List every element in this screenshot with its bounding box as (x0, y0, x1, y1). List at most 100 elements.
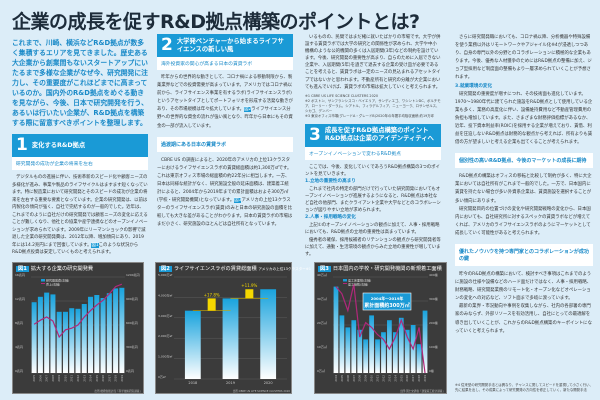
section-subheading: 過渡期にある日本の賃貸ラボ (157, 136, 293, 152)
body-text: さらに研究開発職においても、コロナ禍以降、分析機器や特殊設備を使う業務以外はリモ… (455, 35, 592, 81)
bar (50, 294, 56, 373)
x-tick-label: 2016 (405, 375, 409, 382)
column-3: いるものの、民間ではまだ緒に就いたばかりの市場です。大学が併設する賃貸ラボでは大… (305, 34, 441, 258)
bar (81, 304, 87, 373)
section-number: 1 (16, 135, 28, 155)
bar (100, 298, 106, 373)
section-subheading: オープンイノベーションで変わるR&D拠点 (305, 146, 441, 160)
x-tick-label: 2011 (376, 375, 380, 382)
x-tick-label: 2012 (381, 375, 385, 382)
y-right-tick-label: 0棟 (429, 368, 434, 373)
growth-label: +11.9% (241, 283, 257, 288)
bar (106, 293, 112, 373)
section-subheading: 個別性の高いR&D拠点、今後のマーケットの成長に期待 (455, 153, 593, 169)
section-subheading: 研究開発の成功が企業の将来を左右 (12, 157, 148, 170)
y-tick-label: 40万㎡ (317, 272, 327, 277)
y-right-tick-label: 300兆円 (126, 344, 138, 349)
chart-construction-area: 図3 日本国内の学校・研究開発機関の新規着工面積 0万㎡ 10万㎡ 20万㎡ 30万㎡ 4… (314, 262, 447, 394)
y-right-tick-label: 600兆円 (126, 320, 138, 325)
bar (381, 332, 386, 373)
annotation-box (362, 292, 412, 311)
x-tick-label: 2015 (399, 375, 403, 382)
x-tick-label: 2018 (114, 375, 118, 382)
bar (416, 344, 422, 373)
chart-title: 図2 ライフサイエンスラボの賃貸総面積 アメリカの上位13クラスター※1 (159, 266, 312, 272)
x-tick-label: 2020 (264, 381, 273, 385)
legend-label: 着工床面積(左軸) (348, 278, 371, 283)
x-tick-label: 2005 (340, 375, 344, 382)
column-2: 2 大学発ベンチャーから始まるライフサイエンスの新しい風 海外投資家の関心が高まる… (157, 34, 293, 230)
bar (88, 296, 94, 373)
body-text: 昨年からの世界的な動きとして、コロナ禍による移動制限から、製薬業界などでの投資需… (157, 75, 293, 129)
y-right-tick-label: 1200兆円 (126, 272, 140, 277)
bar (75, 308, 81, 373)
column-4: さらに研究開発職においても、コロナ禍以降、分析機器や特殊設備を使う業務以外はリモ… (455, 34, 593, 336)
point-heading: 2.人事・採用戦略の変化 (305, 215, 356, 221)
bar (119, 287, 125, 373)
growth-marker (207, 298, 216, 311)
x-tick-label: 2012 (76, 375, 80, 382)
section-title: 変化するR&D拠点 (31, 141, 86, 149)
column-1: これまで、川崎、横浜などR&D拠点が数多く集積するエリアを見てきました。歴史ある… (12, 38, 148, 257)
bar (222, 298, 239, 379)
bar (392, 332, 398, 373)
y-tick-label: 4,000万sf (158, 293, 173, 297)
y-tick-label: 0万㎡ (317, 368, 325, 373)
annotation-text: 2004年〜2019年 (371, 296, 404, 301)
bar (404, 329, 410, 373)
body-text: 昨今のR&D拠点の構築において、検討すべき事項はこれまでのように施設の仕様や設備… (455, 271, 592, 302)
x-tick-label: 2007 (352, 375, 356, 382)
chart-source: 出所:国土交通省「建築着工統計調査」 (400, 389, 445, 393)
y-right-tick-label: 200棟 (429, 320, 438, 325)
body-text: いるものの、民間ではまだ緒に就いたばかりの市場です。大学が併設する賃貸ラボでは大… (305, 35, 441, 90)
section-3-header: 3 成長を促すR&D拠点構築のポイント R&D拠点は企業のアイデンティティへ (305, 123, 441, 147)
bar (56, 311, 62, 373)
footnote: ※1 CBRE US LIFE SCIENCE CLUSTERS 2020 (305, 93, 379, 98)
footnote: ※4 従来型の研究開発手法とは異なり、チャンスに関してスピードを重視して小さく行… (455, 383, 593, 392)
body-text: 優秀者の確保、採用候補者のリテンションの観点から研究開発者等に加えて、通勤・生活… (305, 237, 441, 257)
footnote: ※2 ボストン、サンフランシスコ・ベイエリア、サンディエゴ、ワシントンDC、ボル… (305, 98, 441, 113)
bar (69, 308, 75, 373)
y-tick-label: 1,000万sf (158, 355, 173, 359)
bar (62, 311, 68, 373)
y-tick-label: 0兆円 (15, 368, 23, 373)
y-tick-label: 3,000万sf (158, 314, 173, 318)
body-text: 上記①のオープンイノベーションの観点に加えて、人事・採用戦略においても、R&D拠… (305, 223, 440, 236)
x-tick-label: 2015 (95, 375, 99, 382)
x-tick-label: 2010 (370, 375, 374, 382)
y-tick-label: 2,000万sf (158, 334, 173, 338)
footnote: ※3 東京オフィス市場(グレードA・グレードB)2020年の年間平均吸収面積 約… (305, 113, 435, 118)
bar (333, 286, 339, 373)
bar (375, 339, 380, 373)
bar (184, 310, 201, 379)
y-tick-label: 0万sf (158, 375, 166, 379)
y-tick-label: 10万㎡ (317, 344, 327, 349)
x-tick-label: 2008 (358, 375, 362, 382)
bar (113, 288, 119, 373)
y-tick-label: 4兆円 (15, 344, 23, 349)
section-subheading: 優れたノウハウを持つ専門家とのコラボレーションが成功の鍵 (455, 243, 593, 266)
point-heading: 1.立地の重要性の高まり (305, 178, 356, 184)
section-subheading: 海外投資家の関心が高まる日本の賃貸ラボ (157, 57, 293, 70)
x-tick-label: 2009 (364, 375, 368, 382)
x-tick-label: 2009 (57, 375, 61, 382)
y-tick-label: 16兆円 (15, 272, 25, 277)
bar (339, 315, 345, 373)
chart-lab-area: 図2 ライフサイエンスラボの賃貸総面積 アメリカの上位13クラスター※1 0万sf… (155, 262, 311, 394)
legend-swatch (343, 279, 347, 282)
growth-marker (245, 289, 254, 299)
bar (351, 320, 357, 373)
y-right-tick-label: 900兆円 (126, 296, 138, 301)
x-tick-label: 2019 (423, 375, 427, 382)
bar (260, 289, 277, 379)
section-2-header: 2 大学発ベンチャーから始まるライフサイエンスの新しい風 (157, 34, 293, 57)
body-text: 研究開発目的の位置づけの変化や研究開発戦略の変化から、日本国内においても、自社研… (455, 206, 591, 236)
lead-paragraph: これまで、川崎、横浜などR&D拠点が数多く集積するエリアを見てきました。歴史ある… (12, 39, 148, 127)
x-tick-label: 2004 (334, 375, 338, 382)
x-tick-label: 2013 (387, 375, 391, 382)
y-right-tick-label: 100棟 (429, 344, 438, 349)
annotation-text: 累計面積約300万㎡ (364, 302, 409, 309)
x-tick-label: 2016 (101, 375, 105, 382)
chart-source: 出所:総務省統計局「科学技術研究調査」 (94, 389, 142, 393)
growth-label: +17.8% (204, 292, 220, 297)
